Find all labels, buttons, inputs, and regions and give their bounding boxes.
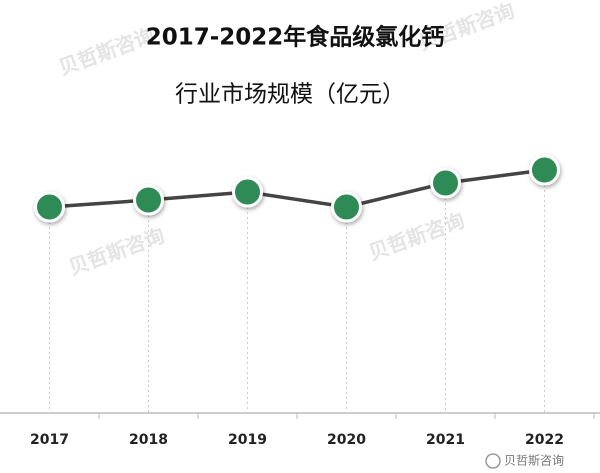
source-icon [485,453,501,469]
watermark: 贝哲斯咨询 [55,23,157,80]
chart-subtitle: 行业市场规模（亿元） [175,82,405,108]
x-tick-label: 2021 [426,432,465,448]
x-tick-label: 2019 [228,432,267,448]
point [232,176,263,208]
point [133,184,164,216]
point [331,191,362,223]
source: 贝哲斯咨询 [504,453,564,468]
point [529,154,560,186]
watermark: 贝哲斯咨询 [65,223,167,280]
x-tick-label: 2020 [327,432,366,448]
line [49,168,545,209]
x-tick-label: 2018 [129,432,168,448]
point [34,191,65,223]
x-tick-label: 2017 [30,432,69,448]
x-tick-label: 2022 [525,432,564,448]
point [430,167,461,199]
watermark: 贝哲斯咨询 [365,208,467,265]
chart-title: 2017-2022年食品级氯化钙 [146,24,445,51]
